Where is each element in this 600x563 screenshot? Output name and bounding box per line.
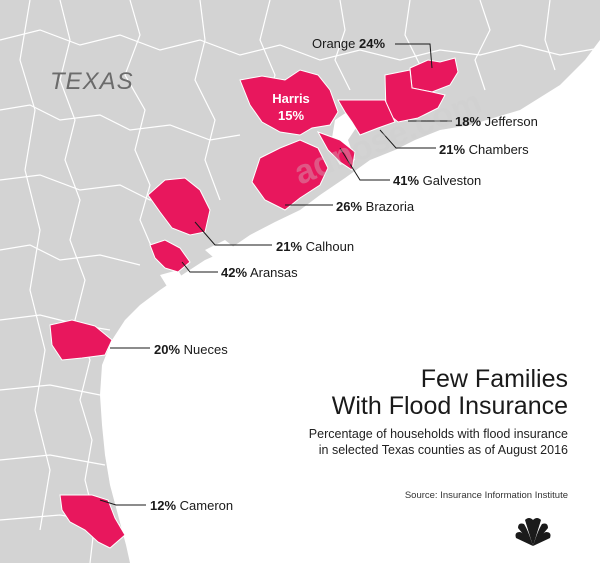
harris-name: Harris — [272, 91, 310, 106]
state-label: TEXAS — [50, 68, 134, 95]
county-label-brazoria: 26% Brazoria — [336, 199, 414, 214]
nueces-name: Nueces — [183, 342, 228, 357]
title-line-1: Few Families — [420, 365, 568, 393]
brazoria-pct: 26% — [336, 199, 363, 214]
county-calhoun[interactable] — [147, 177, 211, 236]
harris-pct: 15% — [277, 108, 305, 123]
subtitle-line-1: Percentage of households with flood insu… — [308, 427, 568, 441]
leader-lines — [99, 43, 452, 506]
chambers-pct: 21% — [439, 142, 466, 157]
brazoria-name: Brazoria — [365, 199, 415, 214]
chambers-name: Chambers — [468, 142, 529, 157]
cameron-pct: 12% — [150, 498, 177, 513]
nueces-pct: 20% — [154, 342, 181, 357]
county-galveston[interactable] — [316, 131, 356, 171]
jefferson-name: Jefferson — [484, 114, 538, 129]
jefferson-pct: 18% — [455, 114, 482, 129]
county-brazoria[interactable] — [251, 139, 329, 211]
aransas-pct: 42% — [221, 265, 248, 280]
county-label-cameron: 12% Cameron — [150, 498, 233, 513]
highlighted-counties — [49, 57, 459, 549]
galveston-name: Galveston — [422, 173, 482, 188]
county-label-aransas: 42% Aransas — [221, 265, 298, 280]
county-aransas[interactable] — [149, 239, 191, 273]
source-note: Source: Insurance Information Institute — [404, 490, 568, 501]
orange-pct: 24% — [359, 36, 386, 51]
calhoun-pct: 21% — [276, 239, 303, 254]
orange-name: Orange — [312, 36, 356, 51]
title-line-2: With Flood Insurance — [331, 392, 568, 420]
county-label-nueces: 20% Nueces — [154, 342, 228, 357]
peacock-logo-icon — [515, 518, 551, 546]
aransas-name: Aransas — [249, 265, 298, 280]
county-nueces[interactable] — [49, 319, 113, 361]
county-label-jefferson: 18% Jefferson — [455, 114, 538, 129]
map-title: Few Families With Flood Insurance — [332, 366, 568, 420]
county-chambers[interactable] — [337, 99, 396, 136]
county-label-galveston: 41% Galveston — [393, 173, 481, 188]
county-cameron[interactable] — [59, 494, 126, 549]
galveston-pct: 41% — [393, 173, 420, 188]
county-harris[interactable] — [239, 69, 339, 136]
county-label-chambers: 21% Chambers — [439, 142, 529, 157]
county-label-calhoun: 21% Calhoun — [276, 239, 354, 254]
county-label-orange: Orange 24% — [312, 36, 385, 51]
cameron-name: Cameron — [179, 498, 234, 513]
subtitle-line-2: in selected Texas counties as of August … — [318, 443, 568, 457]
map-subtitle: Percentage of households with flood insu… — [309, 426, 568, 458]
calhoun-name: Calhoun — [305, 239, 355, 254]
county-label-harris: Harris 15% — [262, 90, 320, 124]
